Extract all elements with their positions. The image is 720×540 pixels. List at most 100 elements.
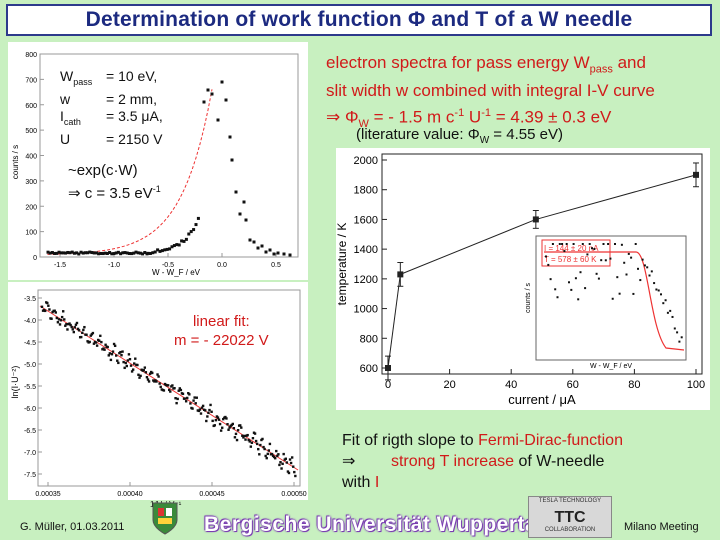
fn-point (186, 397, 188, 399)
fn-point (281, 463, 283, 465)
fn-point (92, 332, 94, 334)
fn-point (115, 354, 117, 356)
spectrum-point (283, 253, 286, 256)
spectrum-point (253, 241, 256, 244)
fn-point (62, 310, 64, 312)
y-tick-label: 1800 (354, 185, 378, 197)
fn-point (100, 341, 102, 343)
inset-point (667, 312, 669, 314)
y-tick-label: -4.5 (24, 340, 36, 347)
fn-point (204, 409, 206, 411)
fn-point (123, 367, 125, 369)
fn-point (133, 362, 135, 364)
inset-point (646, 266, 648, 268)
fn-point (280, 467, 282, 469)
y-tick-label: -7.5 (24, 472, 36, 479)
inset-point (637, 268, 639, 270)
fn-point (182, 393, 184, 395)
inset-point (658, 289, 660, 291)
fn-point (130, 364, 132, 366)
y-tick-label: 600 (25, 103, 37, 110)
inset-point (573, 243, 575, 245)
fn-point (157, 375, 159, 377)
fn-point (288, 472, 290, 474)
inset-point (672, 316, 674, 318)
y-tick-label: -6.0 (24, 406, 36, 413)
linear-fit-label: linear fit: m = - 22022 V (174, 312, 269, 350)
spectrum-point (192, 228, 195, 231)
spectrum-point (203, 101, 206, 104)
series-line-segment (388, 274, 400, 368)
fn-point (114, 345, 116, 347)
spectrum-point (273, 253, 276, 256)
spectrum-point (265, 251, 268, 254)
inset-point (614, 243, 616, 245)
fn-point (74, 326, 76, 328)
fn-point (236, 439, 238, 441)
spectrum-point (229, 136, 232, 139)
fn-point (286, 461, 288, 463)
ttc-logo: TESLA TECHNOLOGY TTC COLLABORATION (528, 496, 612, 538)
inset-point (642, 259, 644, 261)
fn-point (46, 302, 48, 304)
spectrum-point (211, 93, 214, 96)
fn-point (145, 371, 147, 373)
y-tick-label: 300 (25, 179, 37, 186)
title-bar: Determination of work function Φ and T o… (6, 4, 712, 36)
fn-point (169, 390, 171, 392)
fn-point (60, 319, 62, 321)
x-tick-label: 0.00040 (117, 491, 142, 498)
fn-point (134, 357, 136, 359)
fn-point (237, 429, 239, 431)
spectrum-point (185, 238, 188, 241)
inset-point (674, 327, 676, 329)
x-tick-label: 0.00035 (35, 491, 60, 498)
spectrum-point (197, 217, 200, 220)
fn-point (57, 321, 59, 323)
fn-point (217, 416, 219, 418)
fn-point (211, 420, 213, 422)
series-line-segment (536, 175, 696, 220)
y-tick-label: 100 (25, 230, 37, 237)
inset-point (563, 250, 565, 252)
inset-x-label: W - W_F / eV (590, 363, 632, 370)
inset-point (577, 298, 579, 300)
temperature-point (385, 365, 391, 371)
spectrum-point (178, 243, 181, 246)
fn-point (208, 409, 210, 411)
inset-point (681, 336, 683, 338)
fn-point (119, 351, 121, 353)
fit-description: Fit of rigth slope to Fermi-Dirac-functi… (342, 430, 623, 493)
fn-point (243, 435, 245, 437)
inset-point (623, 262, 625, 264)
fn-point (47, 305, 49, 307)
fn-point (85, 334, 87, 336)
y-tick-label: -5.0 (24, 362, 36, 369)
fn-point (143, 369, 145, 371)
inset-point (639, 279, 641, 281)
inset-point (582, 243, 584, 245)
inset-point (575, 277, 577, 279)
exp-fit-line2: ⇒ c = 3.5 eV-1 (68, 180, 161, 203)
inset-point (619, 293, 621, 295)
inset-y-label: counts / s (525, 283, 532, 313)
fn-point (81, 332, 83, 334)
spectrum-point (225, 99, 228, 102)
measurement-params: Wpass = 10 eV, w = 2 mm, Icath = 3.5 μA, U = 21… (60, 68, 163, 148)
fn-point (56, 317, 58, 319)
inset-point (621, 244, 623, 246)
fn-point (251, 442, 253, 444)
inset-point (607, 243, 609, 245)
fn-point (205, 420, 207, 422)
fn-point (82, 329, 84, 331)
inset-point (545, 255, 547, 257)
fn-point (188, 393, 190, 395)
fn-point (206, 415, 208, 417)
fn-point (89, 341, 91, 343)
param-row: Icath = 3.5 μA, (60, 108, 163, 131)
y-tick-label: -4.0 (24, 318, 36, 325)
fn-point (121, 350, 123, 352)
fn-point (252, 437, 254, 439)
inset-point (598, 278, 600, 280)
inset-point (600, 259, 602, 261)
